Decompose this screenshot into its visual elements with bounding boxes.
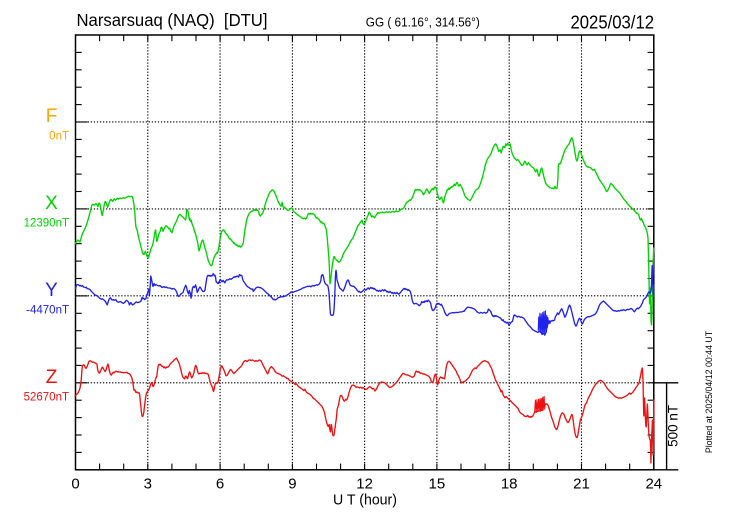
svg-text:6: 6 bbox=[216, 476, 224, 493]
svg-text:X: X bbox=[45, 193, 58, 214]
svg-text:18: 18 bbox=[501, 476, 518, 493]
svg-text:Z: Z bbox=[46, 367, 58, 388]
svg-text:3: 3 bbox=[144, 476, 152, 493]
svg-text:12: 12 bbox=[356, 476, 373, 493]
svg-text:GG ( 61.16°, 314.56°): GG ( 61.16°, 314.56°) bbox=[366, 15, 480, 30]
svg-text:U T (hour): U T (hour) bbox=[333, 492, 397, 509]
svg-text:Narsarsuaq (NAQ) [DTU]: Narsarsuaq (NAQ) [DTU] bbox=[77, 10, 268, 30]
svg-text:F: F bbox=[46, 106, 58, 127]
svg-text:21: 21 bbox=[573, 476, 590, 493]
svg-text:2025/03/12: 2025/03/12 bbox=[571, 13, 655, 33]
svg-text:500 nT: 500 nT bbox=[666, 405, 681, 447]
svg-text:Y: Y bbox=[45, 280, 58, 301]
svg-text:Plotted at 2025/04/12 00:44 UT: Plotted at 2025/04/12 00:44 UT bbox=[704, 330, 714, 453]
svg-text:15: 15 bbox=[429, 476, 446, 493]
svg-text:-4470nT: -4470nT bbox=[26, 304, 69, 316]
svg-text:12390nT: 12390nT bbox=[24, 218, 69, 230]
svg-text:0: 0 bbox=[71, 476, 79, 493]
svg-text:24: 24 bbox=[645, 476, 662, 493]
svg-text:9: 9 bbox=[288, 476, 296, 493]
svg-text:0nT: 0nT bbox=[49, 131, 69, 143]
svg-text:52670nT: 52670nT bbox=[24, 391, 69, 403]
